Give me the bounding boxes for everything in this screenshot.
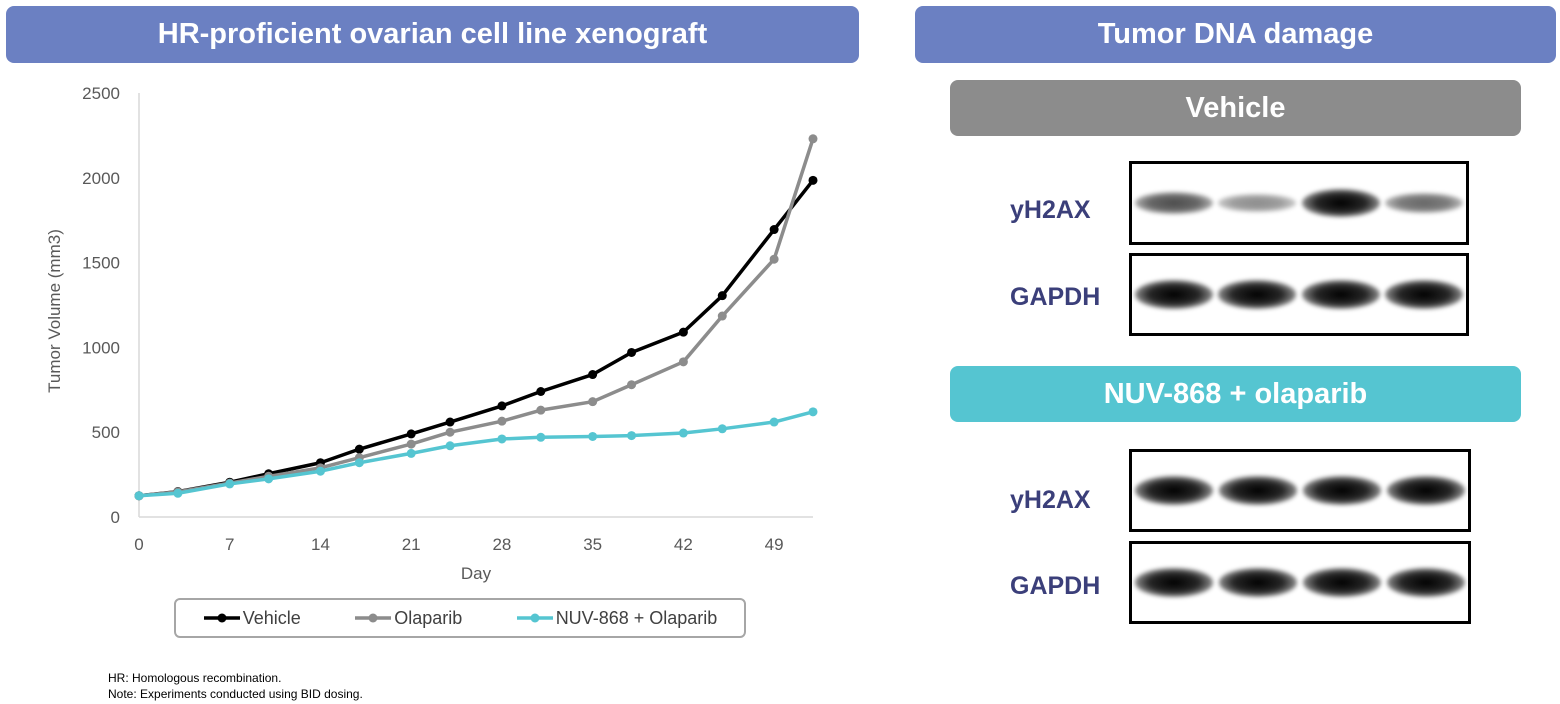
data-point: [769, 254, 779, 264]
x-tick-label: 7: [225, 535, 234, 554]
legend-label: NUV-868 + Olaparib: [555, 607, 718, 628]
data-point: [627, 380, 637, 390]
chart-legend: Vehicle Olaparib NUV-868 + Olaparib: [174, 598, 746, 638]
data-point: [808, 175, 818, 185]
data-point: [497, 401, 507, 411]
data-point: [134, 491, 144, 501]
data-point: [717, 291, 727, 301]
data-point: [588, 370, 598, 380]
blot-band: [1134, 192, 1213, 214]
data-point: [717, 311, 727, 321]
blot-label-yh2ax-combo: yH2AX: [1010, 486, 1091, 514]
x-axis-label: Day: [461, 564, 492, 583]
data-point: [445, 441, 455, 451]
data-point: [769, 417, 779, 427]
blot-band: [1301, 279, 1380, 310]
blot-label-gapdh-vehicle: GAPDH: [1010, 283, 1101, 311]
blot-gapdh-vehicle: [1129, 253, 1469, 336]
data-point: [627, 431, 637, 441]
series-line-nuv-868-olaparib: [138, 410, 814, 498]
series-line-vehicle: [138, 179, 815, 498]
data-point: [445, 417, 455, 427]
data-point: [315, 466, 325, 476]
x-tick-label: 49: [765, 535, 784, 554]
data-point: [406, 448, 416, 458]
blot-band: [1218, 194, 1297, 212]
data-point: [808, 407, 818, 417]
y-tick-label: 2500: [82, 84, 120, 103]
data-point: [769, 225, 779, 235]
blot-band: [1302, 567, 1382, 598]
blot-band: [1134, 568, 1214, 597]
y-tick-label: 1000: [82, 338, 120, 357]
footnote-dosing: Note: Experiments conducted using BID do…: [108, 687, 363, 701]
data-point: [445, 427, 455, 437]
blot-band: [1301, 188, 1380, 218]
legend-item: Olaparib: [354, 608, 462, 629]
combo-group-banner: NUV-868 + olaparib: [950, 366, 1521, 422]
data-point: [717, 424, 727, 434]
vehicle-group-banner: Vehicle: [950, 80, 1521, 136]
blot-band: [1386, 475, 1466, 506]
data-point: [627, 347, 637, 357]
data-point: [173, 488, 183, 498]
data-point: [678, 327, 688, 337]
data-point: [678, 357, 688, 367]
blot-yh2ax-combo: [1129, 449, 1471, 532]
blot-band: [1385, 279, 1464, 310]
blot-label-yh2ax-vehicle: yH2AX: [1010, 196, 1091, 224]
blot-band: [1134, 279, 1213, 310]
data-point: [264, 474, 274, 484]
data-point: [497, 416, 507, 426]
legend-label: Olaparib: [394, 607, 463, 628]
data-point: [678, 428, 688, 438]
blot-band: [1302, 476, 1382, 505]
x-tick-label: 42: [674, 535, 693, 554]
blot-band: [1218, 568, 1298, 597]
y-tick-label: 1500: [82, 254, 120, 273]
data-point: [354, 458, 364, 468]
x-tick-label: 14: [311, 535, 330, 554]
blot-band: [1218, 280, 1297, 309]
legend-label: Vehicle: [242, 607, 301, 628]
data-point: [536, 405, 546, 415]
x-tick-label: 28: [492, 535, 511, 554]
blot-yh2ax-vehicle: [1129, 161, 1469, 245]
tumor-volume-chart: 0 500 1000 1500 2000 2500 0 7 14 21 28 35 42 49 Day T…: [45, 84, 818, 583]
data-point: [808, 134, 818, 144]
blot-gapdh-combo: [1129, 541, 1471, 624]
legend-swatch: [203, 613, 240, 623]
x-tick-label: 35: [583, 535, 602, 554]
data-point: [354, 444, 364, 454]
y-tick-label: 500: [92, 423, 120, 442]
blot-band: [1386, 567, 1466, 598]
legend-swatch: [355, 613, 392, 623]
legend-swatch: [516, 613, 553, 623]
data-point: [588, 431, 598, 441]
legend-item: NUV-868 + Olaparib: [516, 607, 718, 629]
chart-title-banner: HR-proficient ovarian cell line xenograf…: [6, 6, 859, 63]
blot-label-gapdh-combo: GAPDH: [1010, 572, 1101, 600]
data-point: [536, 432, 546, 442]
data-point: [406, 429, 416, 439]
blot-band: [1385, 192, 1464, 214]
footnote-hr: HR: Homologous recombination.: [108, 671, 282, 685]
y-tick-label: 0: [111, 508, 120, 527]
data-point: [588, 397, 598, 407]
dna-damage-banner: Tumor DNA damage: [915, 6, 1556, 63]
blot-band: [1134, 475, 1214, 506]
blot-band: [1218, 476, 1298, 505]
data-point: [406, 439, 416, 449]
data-point: [536, 386, 546, 396]
x-tick-label: 0: [134, 535, 143, 554]
data-point: [225, 479, 235, 489]
y-axis-label: Tumor Volume (mm3): [45, 229, 64, 393]
legend-item: Vehicle: [203, 608, 301, 629]
data-point: [497, 434, 507, 444]
y-tick-label: 2000: [82, 169, 120, 188]
x-tick-label: 21: [402, 535, 421, 554]
